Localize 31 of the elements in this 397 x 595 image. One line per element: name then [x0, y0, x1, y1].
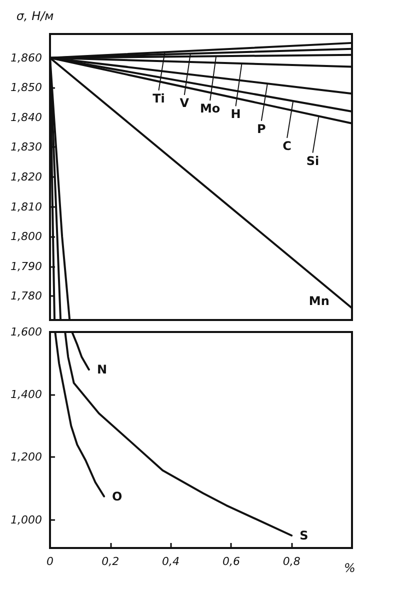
y-tick-label: 1,830: [10, 140, 42, 154]
y-tick-label: 1,000: [10, 513, 42, 526]
text: Mo: [200, 102, 220, 116]
series-label: Mn: [308, 294, 330, 308]
y-tick-label: 1,810: [10, 200, 42, 214]
x-tick-label: 0,4: [162, 555, 180, 568]
y-tick-label: 1,820: [10, 170, 42, 184]
y-tick-label: 1,840: [10, 110, 42, 124]
y-tick-label: 1,850: [10, 81, 42, 94]
y-tick-label: 1,400: [10, 388, 42, 402]
x-tick-label: 0: [46, 555, 54, 568]
text: P: [257, 122, 266, 136]
y-tick-label: 1,800: [10, 230, 42, 244]
series-label: N: [96, 362, 108, 377]
text: C: [282, 138, 292, 153]
y-tick-label: 1,790: [10, 260, 42, 273]
y-tick-label: 1,600: [10, 326, 42, 338]
text: H: [230, 107, 241, 122]
y-axis-title: σ, Н/м: [16, 9, 54, 23]
series-label: O: [112, 489, 122, 504]
y-tick-label: 1,860: [10, 51, 42, 64]
series-label: S: [300, 528, 308, 542]
x-axis-title: %: [344, 561, 356, 575]
text: Ti: [152, 91, 165, 106]
text: Si: [306, 154, 320, 168]
x-tick-label: 0,2: [102, 555, 120, 568]
x-tick-label: 0,8: [282, 555, 300, 568]
y-tick-label: 1,200: [10, 450, 42, 464]
text: V: [180, 96, 190, 110]
y-tick-label: 1,780: [10, 290, 42, 303]
x-tick-label: 0,6: [222, 555, 240, 568]
